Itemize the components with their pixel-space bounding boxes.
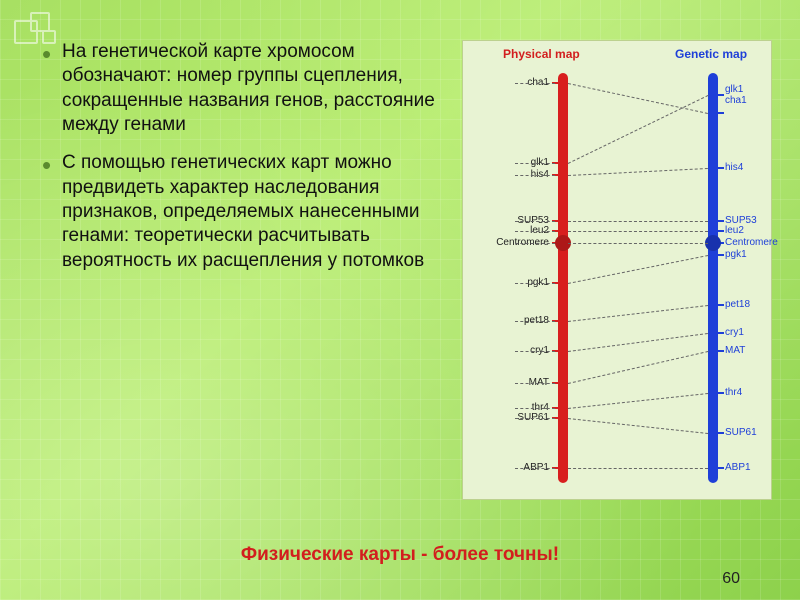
- genetic-map-title: Genetic map: [675, 47, 747, 61]
- connector-pgk1: [568, 255, 708, 284]
- phys-stub-his4: [515, 175, 555, 176]
- gen-tick-ABP1: [716, 467, 724, 469]
- gen-label-Centromere-0: Centromere: [725, 237, 778, 248]
- gen-label-MAT-0: MAT: [725, 345, 745, 356]
- gen-label-leu2-0: leu2: [725, 225, 744, 236]
- phys-stub-pgk1: [515, 283, 555, 284]
- gen-tick-pet18: [716, 304, 724, 306]
- phys-stub-cha1: [515, 83, 555, 84]
- gen-label-pgk1-0: pgk1: [725, 249, 747, 260]
- connector-ABP1: [568, 468, 708, 469]
- chromosome-map-diagram: Physical mapGenetic mapcha1glk1glk1cha1h…: [462, 40, 772, 500]
- phys-stub-Centromere: [515, 243, 555, 244]
- gen-label-SUP61-0: SUP61: [725, 427, 757, 438]
- physical-map-title: Physical map: [503, 47, 580, 61]
- gen-label-ABP1-0: ABP1: [725, 462, 751, 473]
- gen-tick-cry1: [716, 332, 724, 334]
- gen-label-pet18-0: pet18: [725, 299, 750, 310]
- gen-tick-cha1: [716, 112, 724, 114]
- gen-tick-SUP53: [716, 220, 724, 222]
- connector-cha1: [568, 83, 708, 114]
- gen-tick-SUP61: [716, 432, 724, 434]
- physical-chromosome: [558, 73, 568, 483]
- gen-tick-his4: [716, 167, 724, 169]
- gen-tick-leu2: [716, 230, 724, 232]
- diagram-caption: Физические карты - более точны!: [0, 544, 800, 566]
- phys-stub-SUP61: [515, 418, 555, 419]
- gen-tick-thr4: [716, 392, 724, 394]
- gen-label-glk1-1: cha1: [725, 95, 747, 106]
- phys-stub-SUP53: [515, 221, 555, 222]
- phys-stub-pet18: [515, 321, 555, 322]
- connector-SUP53: [568, 221, 708, 222]
- gen-label-his4-0: his4: [725, 162, 743, 173]
- page-number: 60: [722, 570, 740, 588]
- connector-cry1: [568, 333, 708, 352]
- connector-pet18: [568, 305, 708, 322]
- phys-stub-glk1: [515, 163, 555, 164]
- gen-tick-glk1: [716, 94, 724, 96]
- bullet-item: С помощью генетических карт можно предви…: [40, 151, 440, 273]
- phys-stub-leu2: [515, 231, 555, 232]
- connector-leu2: [568, 231, 708, 232]
- genetic-chromosome: [708, 73, 718, 483]
- connector-glk1: [568, 95, 708, 164]
- connector-Centromere: [568, 243, 708, 244]
- bullet-item: На генетической карте хромосом обозначаю…: [40, 40, 440, 137]
- connector-SUP61: [568, 418, 708, 434]
- gen-label-cry1-0: cry1: [725, 327, 744, 338]
- phys-stub-cry1: [515, 351, 555, 352]
- gen-label-glk1-0: glk1: [725, 84, 743, 95]
- gen-tick-MAT: [716, 350, 724, 352]
- phys-stub-ABP1: [515, 468, 555, 469]
- phys-stub-thr4: [515, 408, 555, 409]
- connector-thr4: [568, 393, 708, 409]
- phys-stub-MAT: [515, 383, 555, 384]
- bullet-list: На генетической карте хромосом обозначаю…: [40, 40, 440, 287]
- connector-MAT: [568, 351, 708, 384]
- connector-his4: [568, 168, 708, 176]
- gen-label-thr4-0: thr4: [725, 387, 742, 398]
- gen-tick-pgk1: [716, 254, 724, 256]
